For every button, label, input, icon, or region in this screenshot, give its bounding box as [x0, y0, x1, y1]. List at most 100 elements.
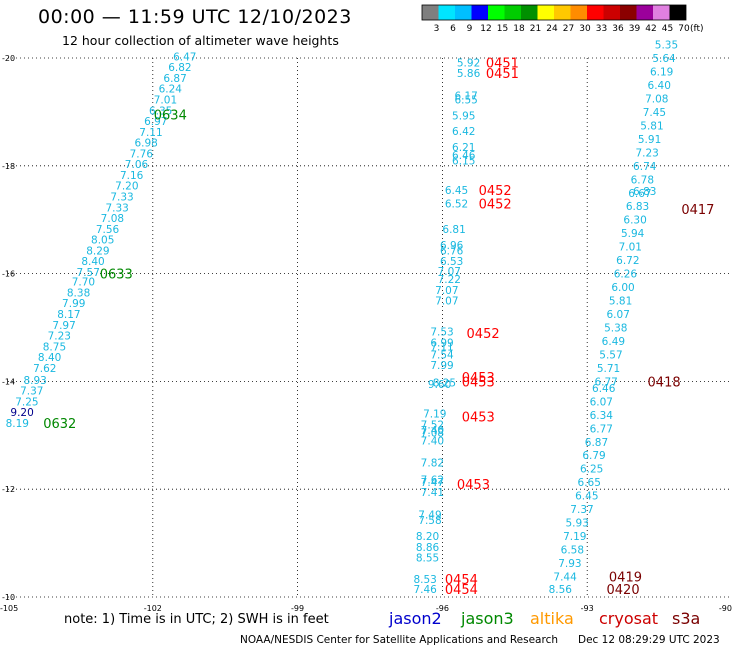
wave-height-label: 6.15 [452, 155, 475, 167]
wave-height-label: 7.01 [154, 95, 177, 107]
wave-height-label: 6.07 [590, 396, 613, 408]
wave-height-label: 7.57 [77, 267, 100, 279]
wave-height-label: 7.82 [421, 457, 444, 469]
x-tick-label: -102 [144, 604, 162, 613]
wave-height-label: 8.20 [416, 531, 439, 543]
pass-time-label: 0419 [609, 571, 642, 586]
wave-height-label: 5.86 [457, 68, 481, 80]
wave-height-label: 5.95 [452, 111, 475, 123]
colorbar-swatch [620, 5, 637, 20]
wave-height-label: 5.64 [652, 53, 676, 65]
legend-altika: altika [530, 609, 574, 628]
colorbar-tick-label: 70 [678, 24, 690, 34]
wave-height-label: 5.71 [597, 363, 620, 375]
wave-height-label: 7.97 [52, 320, 75, 332]
pass-time-label: 0453 [462, 410, 495, 425]
wave-height-label: 5.81 [609, 296, 632, 308]
wave-height-label: 7.08 [645, 93, 668, 105]
wave-height-label: 5.92 [457, 57, 480, 69]
wave-height-label: 5.81 [640, 120, 663, 132]
x-tick-label: -99 [291, 604, 304, 613]
colorbar-tick-label: 3 [434, 24, 440, 34]
colorbar-tick-label: 30 [579, 24, 591, 34]
wave-height-label: 6.45 [445, 185, 468, 197]
legend-s3a: s3a [672, 609, 701, 628]
colorbar-unit: (ft) [690, 24, 704, 34]
footer-timestamp: Dec 12 08:29:29 UTC 2023 [578, 634, 720, 646]
wave-height-label: 7.19 [423, 409, 446, 421]
colorbar-tick-label: 12 [480, 24, 491, 34]
y-tick-label: -20 [2, 54, 15, 63]
wave-height-label: 7.11 [430, 341, 453, 353]
colorbar-tick-label: 21 [530, 24, 541, 34]
wave-height-label: 6.47 [173, 51, 196, 63]
wave-height-label: 7.16 [120, 170, 144, 182]
y-tick-label: -14 [2, 377, 15, 386]
wave-height-label: 7.22 [438, 274, 461, 286]
wave-height-label: 6.00 [611, 282, 634, 294]
colorbar-swatch [570, 5, 587, 20]
wave-height-label: 5.38 [604, 323, 627, 335]
wave-height-label: 6.55 [454, 95, 477, 107]
wave-height-label: 6.40 [648, 80, 671, 92]
footer-note: note: 1) Time is in UTC; 2) SWH is in fe… [64, 612, 329, 627]
wave-height-label: 8.75 [43, 341, 66, 353]
wave-height-label: 6.17 [454, 91, 477, 103]
wave-height-label: 6.82 [168, 62, 191, 74]
wave-height-label: 7.08 [101, 213, 124, 225]
wave-height-label: 7.01 [619, 242, 642, 254]
pass-time-label: 0420 [607, 583, 640, 598]
colorbar-tick-label: 9 [467, 24, 473, 34]
wave-height-label: 7.08 [421, 428, 444, 440]
pass-time-label: 0417 [681, 203, 714, 218]
wave-height-label: 9.20 [10, 407, 33, 419]
wave-height-label: 8.40 [38, 352, 61, 364]
wave-height-label: 6.76 [440, 245, 464, 257]
wave-height-label: 6.81 [442, 224, 465, 236]
wave-height-label: 6.96 [440, 240, 464, 252]
wave-height-label: 7.23 [48, 331, 71, 343]
wave-height-label: 8.55 [416, 553, 439, 565]
legend-jason3: jason3 [461, 609, 514, 628]
colorbar-tick-label: 36 [612, 24, 624, 34]
colorbar-swatch [504, 5, 521, 20]
page-title: 00:00 — 11:59 UTC 12/10/2023 [38, 6, 352, 28]
pass-time-label: 0633 [100, 268, 133, 283]
wave-height-label: 6.45 [575, 491, 598, 503]
wave-height-label: 7.62 [33, 363, 56, 375]
wave-height-label: 8.53 [413, 574, 436, 586]
y-tick-label: -18 [2, 162, 15, 171]
wave-height-label: 6.78 [631, 174, 654, 186]
wave-height-label: 5.93 [565, 518, 588, 530]
pass-time-label: 0632 [43, 417, 76, 432]
wave-height-label: 6.34 [590, 410, 614, 422]
colorbar-swatch [669, 5, 686, 20]
wave-height-label: 7.58 [418, 515, 441, 527]
pass-time-label: 0453 [462, 375, 495, 390]
colorbar-tick-label: 42 [645, 24, 656, 34]
wave-height-label: 6.79 [582, 450, 605, 462]
wave-height-label: 7.70 [72, 277, 95, 289]
wave-height-label: 7.40 [421, 436, 444, 448]
colorbar-tick-label: 15 [497, 24, 508, 34]
pass-time-label: 0454 [445, 573, 478, 588]
wave-height-label: 9.60 [428, 379, 451, 391]
colorbar-swatch [653, 5, 670, 20]
colorbar-legend: 3 6 9 12 15 18 21 24 27 30 33 36 39 42 45 70 (ft) [421, 4, 704, 34]
colorbar-swatch [603, 5, 620, 20]
wave-height-label: 7.99 [62, 298, 85, 310]
wave-height-label: 8.17 [57, 309, 80, 321]
wave-height-label: 8.93 [23, 375, 46, 387]
wave-height-label: 7.56 [96, 224, 120, 236]
wave-height-label: 7.93 [558, 558, 581, 570]
wave-height-label: 6.35 [149, 105, 172, 117]
wave-height-label: 6.77 [590, 423, 613, 435]
pass-time-label: 0453 [457, 478, 490, 493]
wave-height-label: 7.25 [15, 396, 38, 408]
wave-height-label: 7.76 [130, 148, 154, 160]
wave-height-label: 6.25 [580, 464, 603, 476]
pass-time-label: 0452 [479, 184, 512, 199]
pass-time-label: 0453 [462, 371, 495, 386]
y-tick-label: -16 [2, 270, 15, 279]
